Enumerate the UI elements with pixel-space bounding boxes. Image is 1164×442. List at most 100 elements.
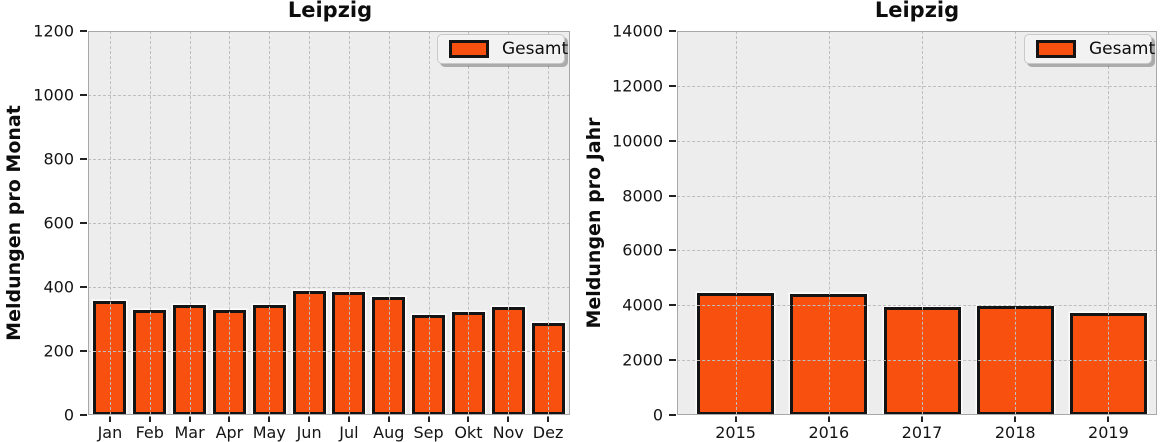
tick-mark (669, 414, 676, 416)
y-tick-label: 12000 (612, 76, 663, 96)
gridline-v (828, 31, 830, 415)
y-tick-label: 200 (43, 341, 74, 361)
tick-mark (427, 416, 430, 422)
gridline-v (1108, 31, 1110, 415)
y-tick-label: 4000 (622, 295, 663, 315)
tick-mark (507, 416, 510, 422)
tick-mark (80, 414, 87, 416)
gridline-v (149, 31, 151, 415)
tick-mark (80, 30, 87, 32)
tick-mark (1014, 416, 1017, 422)
tick-mark (1107, 416, 1110, 422)
y-tick-label: 400 (43, 277, 74, 297)
chart-title: Leipzig (874, 0, 960, 22)
x-tick-label: Aug (373, 423, 405, 442)
x-tick-label: 2017 (901, 423, 943, 442)
gridline-v (309, 31, 311, 415)
y-tick-label: 8000 (622, 186, 663, 206)
x-tick-label: Jan (97, 423, 123, 442)
x-tick-label: Jun (296, 423, 322, 442)
tick-mark (308, 416, 311, 422)
tick-mark (921, 416, 923, 422)
y-tick-label: 1000 (33, 85, 74, 105)
tick-mark (80, 158, 87, 160)
x-tick-label: Jul (339, 423, 359, 442)
gridline-h (88, 223, 570, 224)
x-tick-label: Mar (174, 423, 205, 442)
tick-mark (734, 416, 737, 422)
tick-mark (268, 416, 271, 422)
gridline-v (508, 31, 510, 415)
chart-title: Leipzig (287, 0, 373, 22)
gridline-h (677, 250, 1157, 252)
legend-label: Gesamt (502, 39, 569, 59)
gridline-v (109, 31, 111, 415)
plot-area (677, 31, 1157, 415)
gridline-h (88, 351, 570, 352)
tick-mark (148, 416, 151, 422)
gridline-h (88, 287, 570, 288)
y-tick-label: 0 (652, 405, 663, 425)
x-tick-label: Nov (492, 423, 524, 442)
tick-mark (80, 350, 87, 352)
gridline-v (269, 31, 271, 415)
tick-mark (669, 30, 676, 32)
gridline-v (388, 31, 390, 415)
x-tick-label: 2018 (994, 423, 1036, 442)
gridline-v (189, 31, 191, 415)
gridline-v (348, 31, 350, 415)
legend-swatch-icon (449, 40, 489, 58)
gridline-h (677, 195, 1157, 197)
tick-mark (80, 286, 87, 288)
tick-mark (547, 416, 550, 422)
tick-mark (467, 416, 470, 422)
x-tick-label: Dez (532, 423, 564, 442)
gridline-h (88, 95, 570, 96)
gridline-h (677, 360, 1157, 362)
gridline-v (229, 31, 231, 415)
gridline-h (88, 159, 570, 160)
x-tick-label: 2015 (715, 423, 756, 442)
gridline-h (677, 305, 1157, 307)
tick-mark (669, 304, 676, 307)
legend-label: Gesamt (1089, 39, 1156, 59)
y-tick-label: 800 (43, 149, 74, 169)
x-tick-label: 2019 (1088, 423, 1129, 442)
y-tick-label: 6000 (622, 240, 663, 260)
legend: Gesamt (1024, 34, 1156, 64)
gridline-v (468, 31, 470, 415)
gridline-h (88, 31, 570, 32)
y-tick-label: 10000 (612, 131, 663, 151)
legend: Gesamt (437, 34, 569, 64)
y-tick-label: 2000 (622, 350, 663, 370)
x-tick-label: Okt (454, 423, 483, 442)
plot-area (88, 31, 570, 415)
tick-mark (669, 139, 676, 142)
gridline-v (735, 31, 737, 415)
tick-mark (80, 222, 87, 224)
tick-mark (347, 416, 350, 422)
legend-swatch-icon (1036, 40, 1076, 58)
x-tick-label: Apr (215, 423, 244, 442)
y-tick-label: 600 (43, 213, 74, 233)
x-tick-label: May (252, 423, 286, 442)
tick-mark (228, 416, 231, 422)
gridline-h (677, 140, 1157, 142)
gridline-v (428, 31, 430, 415)
tick-mark (669, 249, 676, 252)
gridline-v (548, 31, 550, 415)
x-tick-label: 2016 (808, 423, 850, 442)
y-tick-label: 14000 (612, 21, 663, 41)
gridline-h (677, 85, 1157, 87)
tick-mark (669, 359, 676, 362)
y-tick-label: 0 (63, 405, 74, 425)
y-tick-label: 1200 (33, 21, 74, 41)
gridline-h (677, 31, 1157, 32)
gridline-v (1015, 31, 1017, 415)
x-tick-label: Feb (135, 423, 164, 442)
tick-mark (669, 194, 676, 197)
x-tick-label: Sep (413, 423, 444, 442)
